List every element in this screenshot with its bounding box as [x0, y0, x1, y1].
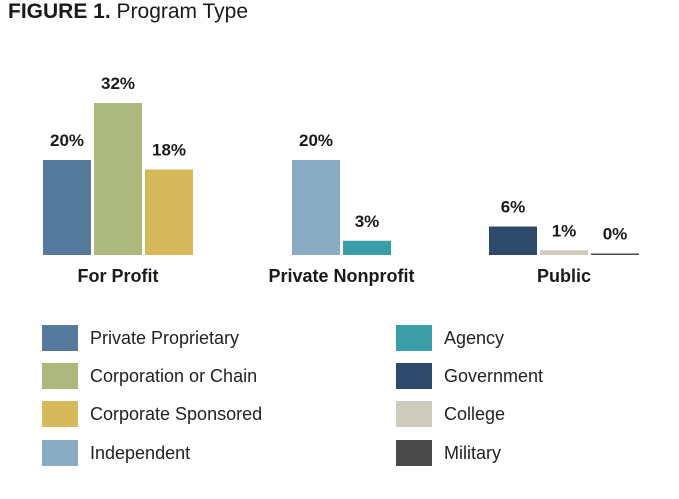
legend-label: Government: [444, 365, 544, 386]
legend-label: Agency: [444, 327, 505, 348]
data-label: 20%: [299, 131, 333, 150]
legend-swatch: [42, 440, 78, 466]
legend-label: Corporation or Chain: [90, 365, 258, 386]
data-label: 3%: [355, 212, 380, 231]
data-label: 32%: [101, 74, 135, 93]
legend-item: Agency: [396, 325, 504, 351]
data-label: 0%: [603, 225, 628, 244]
legend-item: Independent: [42, 440, 190, 466]
legend-item: Corporate Sponsored: [42, 401, 262, 427]
bar-independent: [292, 160, 340, 255]
chart-title: FIGURE 1. Program Type: [8, 0, 248, 24]
legend-label: College: [444, 403, 506, 424]
data-label: 20%: [50, 131, 84, 150]
bar-chart: 20% 32% 18% For Profit 20% 3% Private Nonprofi…: [43, 74, 639, 286]
bar-corporation-or-chain: [94, 103, 142, 255]
bar-college: [540, 250, 588, 255]
category-label: For Profit: [78, 266, 159, 286]
bar-corporate-sponsored: [145, 169, 193, 255]
category-label: Private Nonprofit: [268, 266, 414, 286]
data-label: 1%: [552, 221, 577, 240]
legend-label: Corporate Sponsored: [90, 403, 263, 424]
legend-swatch: [396, 440, 432, 466]
legend-label: Private Proprietary: [90, 327, 240, 348]
legend-swatch: [42, 325, 78, 351]
legend-swatch: [396, 325, 432, 351]
title-text: Program Type: [116, 0, 249, 23]
legend-item: College: [396, 401, 505, 427]
bar-private-proprietary: [43, 160, 91, 255]
figure-number: FIGURE 1.: [8, 0, 111, 23]
legend-swatch: [42, 363, 78, 389]
bar-government: [489, 226, 537, 255]
bar-military: [591, 253, 639, 255]
data-label: 18%: [152, 141, 186, 160]
legend-label: Independent: [90, 442, 191, 463]
bar-agency: [343, 240, 391, 255]
legend-item: Corporation or Chain: [42, 363, 257, 389]
category-label: Public: [537, 266, 591, 286]
legend-item: Military: [396, 440, 501, 466]
legend-item: Private Proprietary: [42, 325, 239, 351]
legend-swatch: [396, 363, 432, 389]
legend-item: Government: [396, 363, 543, 389]
legend-label: Military: [444, 442, 501, 463]
data-label: 6%: [501, 198, 526, 217]
legend-swatch: [396, 401, 432, 427]
legend-swatch: [42, 401, 78, 427]
